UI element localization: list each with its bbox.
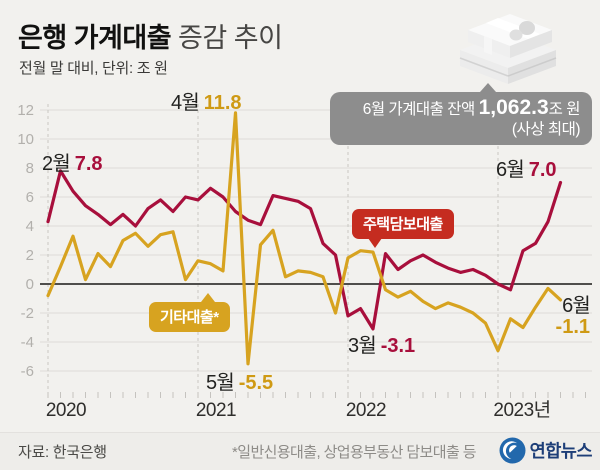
y-axis-tick-label: -2 xyxy=(21,305,34,322)
balance-line: 6월 가계대출 잔액 1,062.3조 원 xyxy=(340,96,581,121)
y-axis-tick-label: -6 xyxy=(21,363,34,380)
annotation-value: 11.8 xyxy=(203,92,242,114)
yonhap-logo: 연합뉴스 xyxy=(499,437,593,464)
annotation-mar-neg3-1: 3월 -3.1 xyxy=(348,329,415,358)
y-axis-tick-label: 4 xyxy=(26,218,34,235)
money-stack-icon xyxy=(507,57,557,77)
yonhap-logo-icon xyxy=(502,441,517,459)
page-title: 은행 가계대출 증감 추이 xyxy=(18,16,283,55)
yonhap-logo-icon xyxy=(499,437,526,464)
legend-label: 기타대출* xyxy=(160,309,219,326)
balance-suffix: 조 원 xyxy=(548,101,581,118)
y-axis-tick-label: 10 xyxy=(17,131,34,148)
annotation-month: 6월 xyxy=(562,295,591,317)
balance-callout: 6월 가계대출 잔액 1,062.3조 원 (사상 최대) xyxy=(330,83,592,145)
annotation-value: -5.5 xyxy=(238,372,274,394)
yonhap-logo-icon xyxy=(508,445,517,453)
balance-value: 1,062.3 xyxy=(478,96,549,119)
annotation-month: 5월 xyxy=(206,372,235,394)
balance-note: (사상 최대) xyxy=(511,121,581,138)
annotation-value: -3.1 xyxy=(380,335,416,357)
x-axis-year-label: 2020 xyxy=(46,400,86,421)
y-axis-tick-label: 12 xyxy=(17,102,34,119)
money-stack-icon xyxy=(459,14,557,84)
y-axis-tick-label: 8 xyxy=(26,160,34,177)
y-axis-tick-label: 2 xyxy=(26,247,34,264)
legend-bubble-mortgage: 주택담보대출 xyxy=(352,209,454,248)
annotation-value: 7.0 xyxy=(528,159,557,181)
annotation-month: 6월 xyxy=(496,159,525,181)
balance-prefix: 6월 가계대출 잔액 xyxy=(362,101,479,118)
money-stack-icon xyxy=(509,29,523,41)
annotation-may-neg5-5: 5월 -5.5 xyxy=(206,366,273,395)
series-line-mortgage-loans xyxy=(46,169,563,331)
money-stack-icon xyxy=(459,57,509,77)
x-axis-year-label: 2021 xyxy=(196,400,236,421)
page-title-rest: 증감 추이 xyxy=(171,23,283,53)
annotation-jun-7-0: 6월 7.0 xyxy=(496,153,557,182)
y-axis-tick-label: 0 xyxy=(26,276,34,293)
series-line-other-loans xyxy=(46,111,563,366)
callout-pointer-up xyxy=(480,83,496,92)
x-axis-year-label: 2022 xyxy=(346,400,386,421)
annotation-month: 2월 xyxy=(42,153,71,175)
legend-label: 주택담보대출 xyxy=(363,216,443,233)
footnote-text: *일반신용대출, 상업용부동산 담보대출 등 xyxy=(232,444,477,461)
x-axis-year-label: 2023년 xyxy=(493,399,550,421)
annotation-feb-7-8: 2월 7.8 xyxy=(42,147,103,176)
money-stack-icon xyxy=(519,21,535,35)
source-text: 자료: 한국은행 xyxy=(18,444,107,461)
bubble-pointer-down xyxy=(368,238,382,248)
annotation-month: 3월 xyxy=(348,335,377,357)
annotation-value: -1.1 xyxy=(555,316,590,338)
money-stack-icon xyxy=(484,36,492,55)
annotation-jun-neg1-1: 6월 -1.1 xyxy=(536,295,591,338)
annotation-value: 7.8 xyxy=(74,153,103,175)
annotation-apr-11-8: 4월 11.8 xyxy=(171,86,242,115)
money-stack-icon xyxy=(510,30,552,58)
page-title-bold: 은행 가계대출 xyxy=(18,23,172,53)
legend-bubble-other-loans: 기타대출* xyxy=(149,293,230,332)
y-axis-tick-label: -4 xyxy=(21,334,34,351)
y-axis-tick-label: 6 xyxy=(26,189,34,206)
page-subtitle: 전월 말 대비, 단위: 조 원 xyxy=(19,60,168,77)
yonhap-logo-text: 연합뉴스 xyxy=(529,441,593,461)
annotation-month: 4월 xyxy=(171,92,200,114)
bubble-pointer-up xyxy=(201,293,215,302)
